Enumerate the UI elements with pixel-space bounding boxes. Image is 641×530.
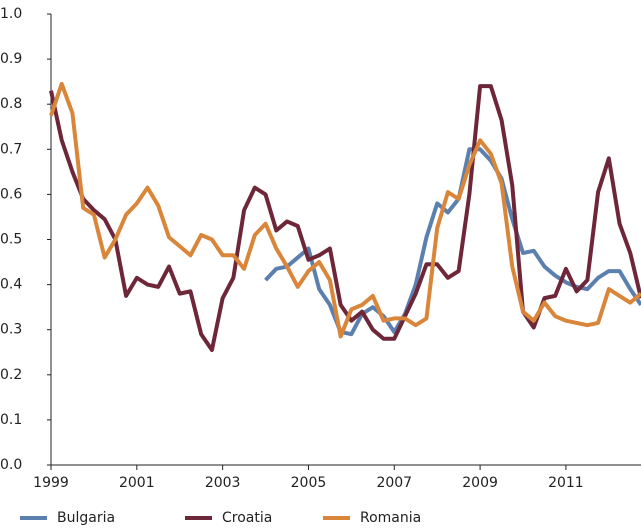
x-tick-label: 2007	[376, 475, 412, 491]
y-tick-label: 0.1	[0, 412, 22, 428]
y-tick-label: 0.9	[0, 51, 22, 67]
y-tick-label: 0.6	[0, 186, 22, 202]
y-tick-label: 0.7	[0, 141, 22, 157]
x-tick-label: 1999	[33, 475, 69, 491]
x-tick-label: 2011	[548, 475, 584, 491]
series-line	[49, 81, 641, 339]
y-tick-label: 0.8	[0, 96, 22, 112]
y-tick-label: 0.3	[0, 322, 22, 338]
y-tick-label: 0.0	[0, 457, 22, 473]
series-line	[264, 147, 641, 337]
legend-label: Croatia	[222, 510, 272, 526]
x-tick-label: 2001	[119, 475, 155, 491]
legend-label: Romania	[360, 510, 421, 526]
x-tick-label: 2003	[205, 475, 241, 491]
x-tick-label: 2005	[291, 475, 327, 491]
legend-label: Bulgaria	[57, 510, 115, 526]
y-tick-label: 1.0	[0, 6, 22, 22]
y-tick-label: 0.2	[0, 367, 22, 383]
x-tick-label: 2009	[462, 475, 498, 491]
y-tick-label: 0.5	[0, 232, 22, 248]
y-tick-label: 0.4	[0, 277, 22, 293]
